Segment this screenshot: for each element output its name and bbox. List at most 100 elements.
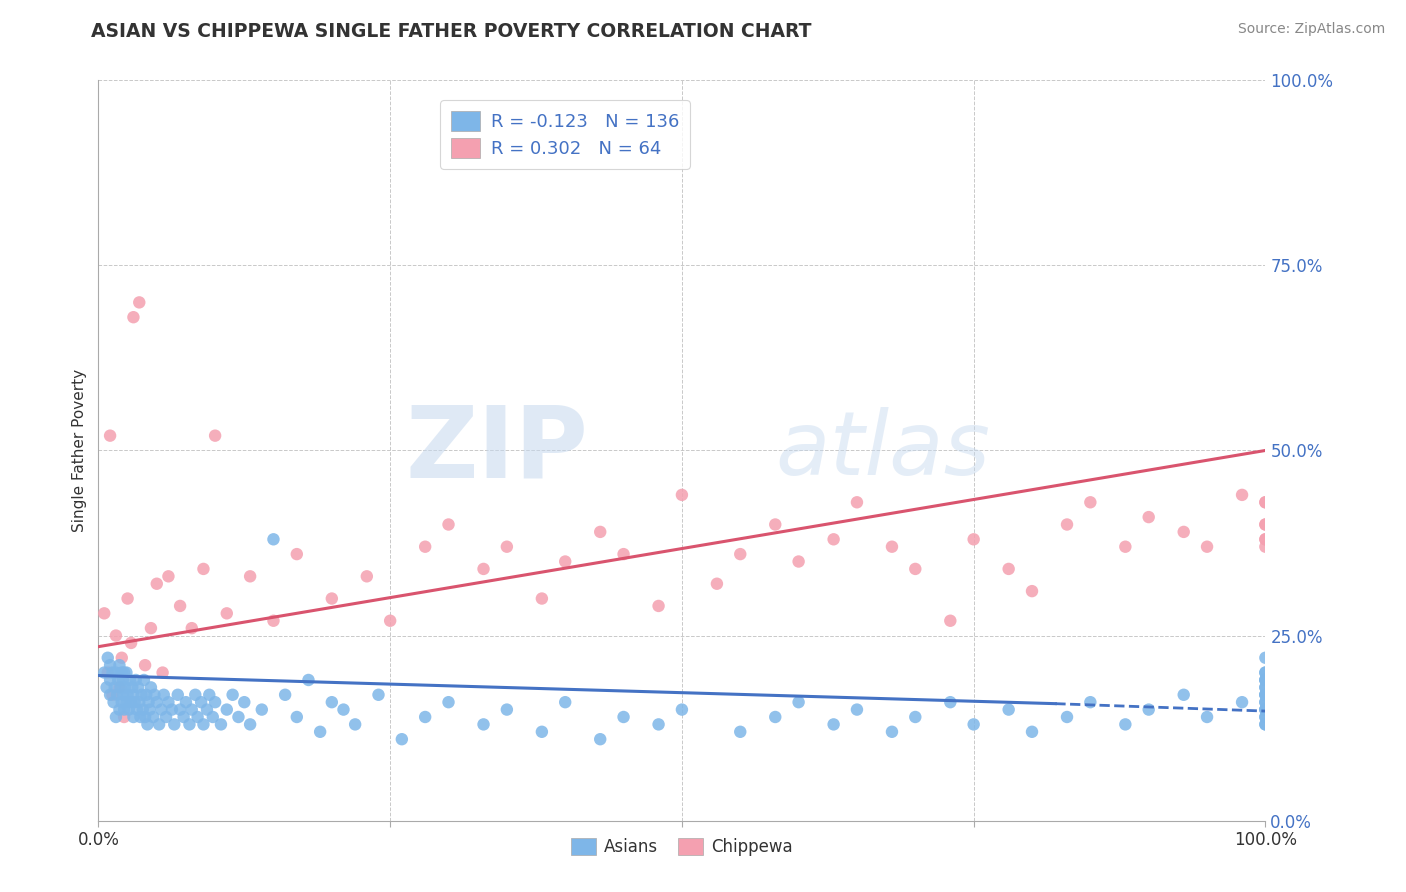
Point bbox=[1254, 681, 1277, 695]
Point bbox=[1114, 540, 1136, 554]
Text: Source: ZipAtlas.com: Source: ZipAtlas.com bbox=[1237, 22, 1385, 37]
Point bbox=[880, 540, 903, 554]
Point bbox=[111, 665, 134, 680]
Point bbox=[204, 695, 226, 709]
Point bbox=[195, 703, 218, 717]
Point bbox=[97, 650, 120, 665]
Point bbox=[98, 428, 121, 442]
Point bbox=[1195, 710, 1218, 724]
Point bbox=[1021, 724, 1043, 739]
Point bbox=[201, 710, 224, 724]
Point bbox=[1254, 695, 1277, 709]
Point bbox=[152, 665, 174, 680]
Point bbox=[1056, 517, 1078, 532]
Point bbox=[846, 703, 869, 717]
Point bbox=[215, 607, 238, 621]
Point bbox=[101, 665, 124, 680]
Point bbox=[1254, 665, 1277, 680]
Point bbox=[122, 310, 145, 325]
Point bbox=[823, 717, 845, 731]
Point bbox=[647, 599, 669, 613]
Point bbox=[117, 591, 139, 606]
Point bbox=[344, 717, 367, 731]
Point bbox=[787, 555, 810, 569]
Point bbox=[173, 710, 195, 724]
Point bbox=[285, 547, 308, 561]
Point bbox=[496, 703, 519, 717]
Point bbox=[143, 688, 166, 702]
Point bbox=[163, 717, 186, 731]
Point bbox=[262, 533, 284, 547]
Point bbox=[97, 665, 120, 680]
Point bbox=[496, 540, 519, 554]
Point bbox=[190, 695, 212, 709]
Point bbox=[1230, 695, 1253, 709]
Point bbox=[128, 295, 150, 310]
Point bbox=[134, 710, 156, 724]
Point bbox=[763, 517, 786, 532]
Point bbox=[125, 673, 148, 687]
Point bbox=[146, 695, 169, 709]
Point bbox=[124, 695, 146, 709]
Point bbox=[174, 695, 197, 709]
Point bbox=[139, 703, 162, 717]
Point bbox=[104, 681, 127, 695]
Point bbox=[413, 710, 436, 724]
Point bbox=[112, 703, 135, 717]
Point bbox=[671, 703, 693, 717]
Point bbox=[1254, 673, 1277, 687]
Point bbox=[135, 688, 157, 702]
Point bbox=[96, 681, 118, 695]
Point bbox=[112, 665, 135, 680]
Point bbox=[112, 710, 135, 724]
Point bbox=[472, 717, 495, 731]
Point bbox=[1021, 584, 1043, 599]
Point bbox=[437, 695, 460, 709]
Point bbox=[730, 724, 752, 739]
Point bbox=[101, 688, 124, 702]
Point bbox=[122, 710, 145, 724]
Point bbox=[108, 681, 131, 695]
Point bbox=[104, 628, 127, 642]
Point bbox=[193, 717, 215, 731]
Point bbox=[155, 710, 177, 724]
Point bbox=[904, 562, 927, 576]
Point bbox=[589, 732, 612, 747]
Point bbox=[239, 569, 262, 583]
Text: ASIAN VS CHIPPEWA SINGLE FATHER POVERTY CORRELATION CHART: ASIAN VS CHIPPEWA SINGLE FATHER POVERTY … bbox=[91, 22, 811, 41]
Point bbox=[103, 695, 125, 709]
Point bbox=[274, 688, 297, 702]
Point bbox=[671, 488, 693, 502]
Point bbox=[157, 569, 180, 583]
Point bbox=[730, 547, 752, 561]
Point bbox=[108, 703, 131, 717]
Point bbox=[1195, 540, 1218, 554]
Point bbox=[823, 533, 845, 547]
Point bbox=[127, 681, 149, 695]
Point bbox=[1254, 517, 1277, 532]
Point bbox=[187, 710, 209, 724]
Point bbox=[647, 717, 669, 731]
Point bbox=[198, 688, 221, 702]
Point bbox=[1137, 510, 1160, 524]
Point bbox=[184, 688, 207, 702]
Point bbox=[1114, 717, 1136, 731]
Point bbox=[1230, 488, 1253, 502]
Point bbox=[117, 688, 139, 702]
Point bbox=[121, 681, 143, 695]
Point bbox=[110, 681, 132, 695]
Point bbox=[169, 703, 191, 717]
Point bbox=[132, 673, 155, 687]
Point bbox=[962, 717, 984, 731]
Point bbox=[250, 703, 273, 717]
Point bbox=[98, 658, 121, 673]
Point bbox=[380, 614, 402, 628]
Point bbox=[356, 569, 378, 583]
Point bbox=[846, 495, 869, 509]
Point bbox=[142, 710, 165, 724]
Point bbox=[120, 636, 142, 650]
Point bbox=[1254, 688, 1277, 702]
Point bbox=[309, 724, 332, 739]
Point bbox=[104, 665, 127, 680]
Point bbox=[904, 710, 927, 724]
